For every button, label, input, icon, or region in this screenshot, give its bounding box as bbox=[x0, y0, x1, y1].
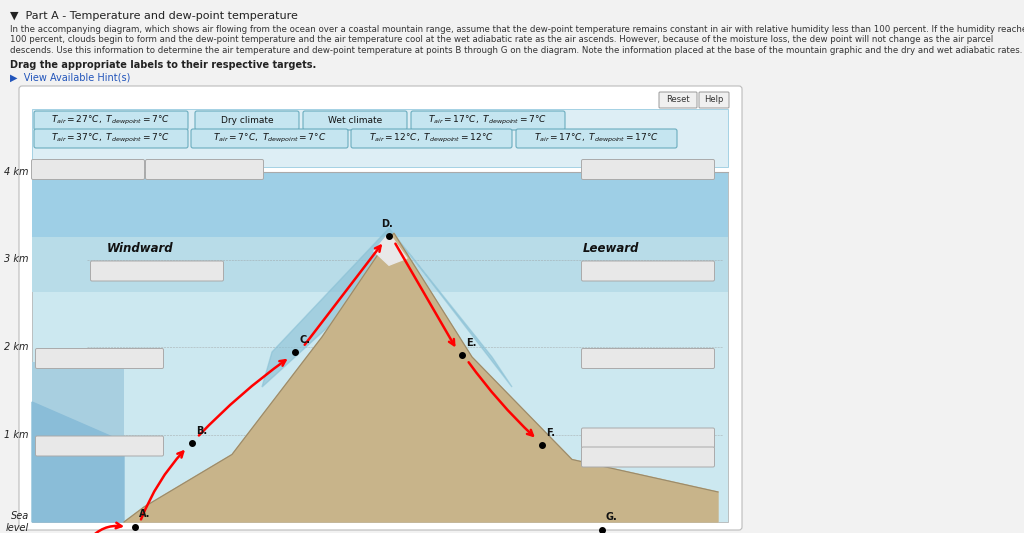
FancyBboxPatch shape bbox=[659, 92, 697, 108]
Text: Reset: Reset bbox=[667, 95, 690, 104]
Polygon shape bbox=[374, 233, 407, 265]
Text: 1 km: 1 km bbox=[4, 430, 29, 440]
Polygon shape bbox=[262, 228, 512, 387]
Bar bbox=[32, 362, 124, 522]
Polygon shape bbox=[124, 233, 718, 522]
Bar bbox=[32, 109, 728, 167]
Text: Wet climate: Wet climate bbox=[328, 116, 382, 125]
FancyBboxPatch shape bbox=[303, 111, 407, 130]
Text: Drag the appropriate labels to their respective targets.: Drag the appropriate labels to their res… bbox=[10, 60, 316, 70]
FancyBboxPatch shape bbox=[36, 349, 164, 368]
Text: Dry climate: Dry climate bbox=[221, 116, 273, 125]
FancyBboxPatch shape bbox=[699, 92, 729, 108]
Text: F.: F. bbox=[546, 427, 555, 438]
Polygon shape bbox=[32, 402, 124, 522]
Bar bbox=[32, 172, 728, 237]
FancyBboxPatch shape bbox=[32, 159, 144, 180]
FancyBboxPatch shape bbox=[582, 349, 715, 368]
Text: ▼  Part A - Temperature and dew-point temperature: ▼ Part A - Temperature and dew-point tem… bbox=[10, 11, 298, 21]
Text: E.: E. bbox=[466, 338, 476, 348]
Text: $T_{air}=12°C,\ T_{dewpoint}=12°C$: $T_{air}=12°C,\ T_{dewpoint}=12°C$ bbox=[369, 132, 494, 145]
Text: $T_{air}=17°C,\ T_{dewpoint}=7°C$: $T_{air}=17°C,\ T_{dewpoint}=7°C$ bbox=[428, 114, 548, 127]
Text: G.: G. bbox=[606, 512, 617, 522]
Text: 100 percent, clouds begin to form and the dew-point temperature and the air temp: 100 percent, clouds begin to form and th… bbox=[10, 36, 993, 44]
Text: ▶  View Available Hint(s): ▶ View Available Hint(s) bbox=[10, 73, 130, 83]
Text: 2 km: 2 km bbox=[4, 342, 29, 352]
Text: descends. Use this information to determine the air temperature and dew-point te: descends. Use this information to determ… bbox=[10, 46, 1022, 55]
Bar bbox=[32, 172, 728, 522]
Text: A.: A. bbox=[139, 509, 151, 519]
FancyBboxPatch shape bbox=[516, 129, 677, 148]
FancyBboxPatch shape bbox=[34, 129, 188, 148]
FancyBboxPatch shape bbox=[195, 111, 299, 130]
FancyBboxPatch shape bbox=[90, 261, 223, 281]
FancyBboxPatch shape bbox=[19, 86, 742, 530]
FancyBboxPatch shape bbox=[582, 159, 715, 180]
Text: 4 km: 4 km bbox=[4, 167, 29, 177]
FancyBboxPatch shape bbox=[411, 111, 565, 130]
Text: D.: D. bbox=[381, 219, 393, 229]
Text: $T_{air}=27°C,\ T_{dewpoint}=7°C$: $T_{air}=27°C,\ T_{dewpoint}=7°C$ bbox=[51, 114, 171, 127]
Text: Leeward: Leeward bbox=[583, 241, 639, 254]
Text: In the accompanying diagram, which shows air flowing from the ocean over a coast: In the accompanying diagram, which shows… bbox=[10, 25, 1024, 34]
Text: $T_{air}=37°C,\ T_{dewpoint}=7°C$: $T_{air}=37°C,\ T_{dewpoint}=7°C$ bbox=[51, 132, 171, 145]
FancyBboxPatch shape bbox=[36, 436, 164, 456]
FancyBboxPatch shape bbox=[34, 111, 188, 130]
Text: Help: Help bbox=[705, 95, 724, 104]
Text: $T_{air}=17°C,\ T_{dewpoint}=17°C$: $T_{air}=17°C,\ T_{dewpoint}=17°C$ bbox=[535, 132, 658, 145]
Text: Sea
level: Sea level bbox=[6, 511, 29, 533]
Text: 3 km: 3 km bbox=[4, 254, 29, 264]
FancyBboxPatch shape bbox=[582, 428, 715, 448]
FancyBboxPatch shape bbox=[351, 129, 512, 148]
FancyBboxPatch shape bbox=[582, 261, 715, 281]
Bar bbox=[32, 237, 728, 292]
FancyBboxPatch shape bbox=[582, 447, 715, 467]
Text: B.: B. bbox=[196, 425, 207, 435]
Text: $T_{air}=7°C,\ T_{dewpoint}=7°C$: $T_{air}=7°C,\ T_{dewpoint}=7°C$ bbox=[213, 132, 327, 145]
FancyBboxPatch shape bbox=[191, 129, 348, 148]
Text: C.: C. bbox=[299, 335, 310, 345]
FancyBboxPatch shape bbox=[145, 159, 263, 180]
Text: Windward: Windward bbox=[106, 241, 174, 254]
